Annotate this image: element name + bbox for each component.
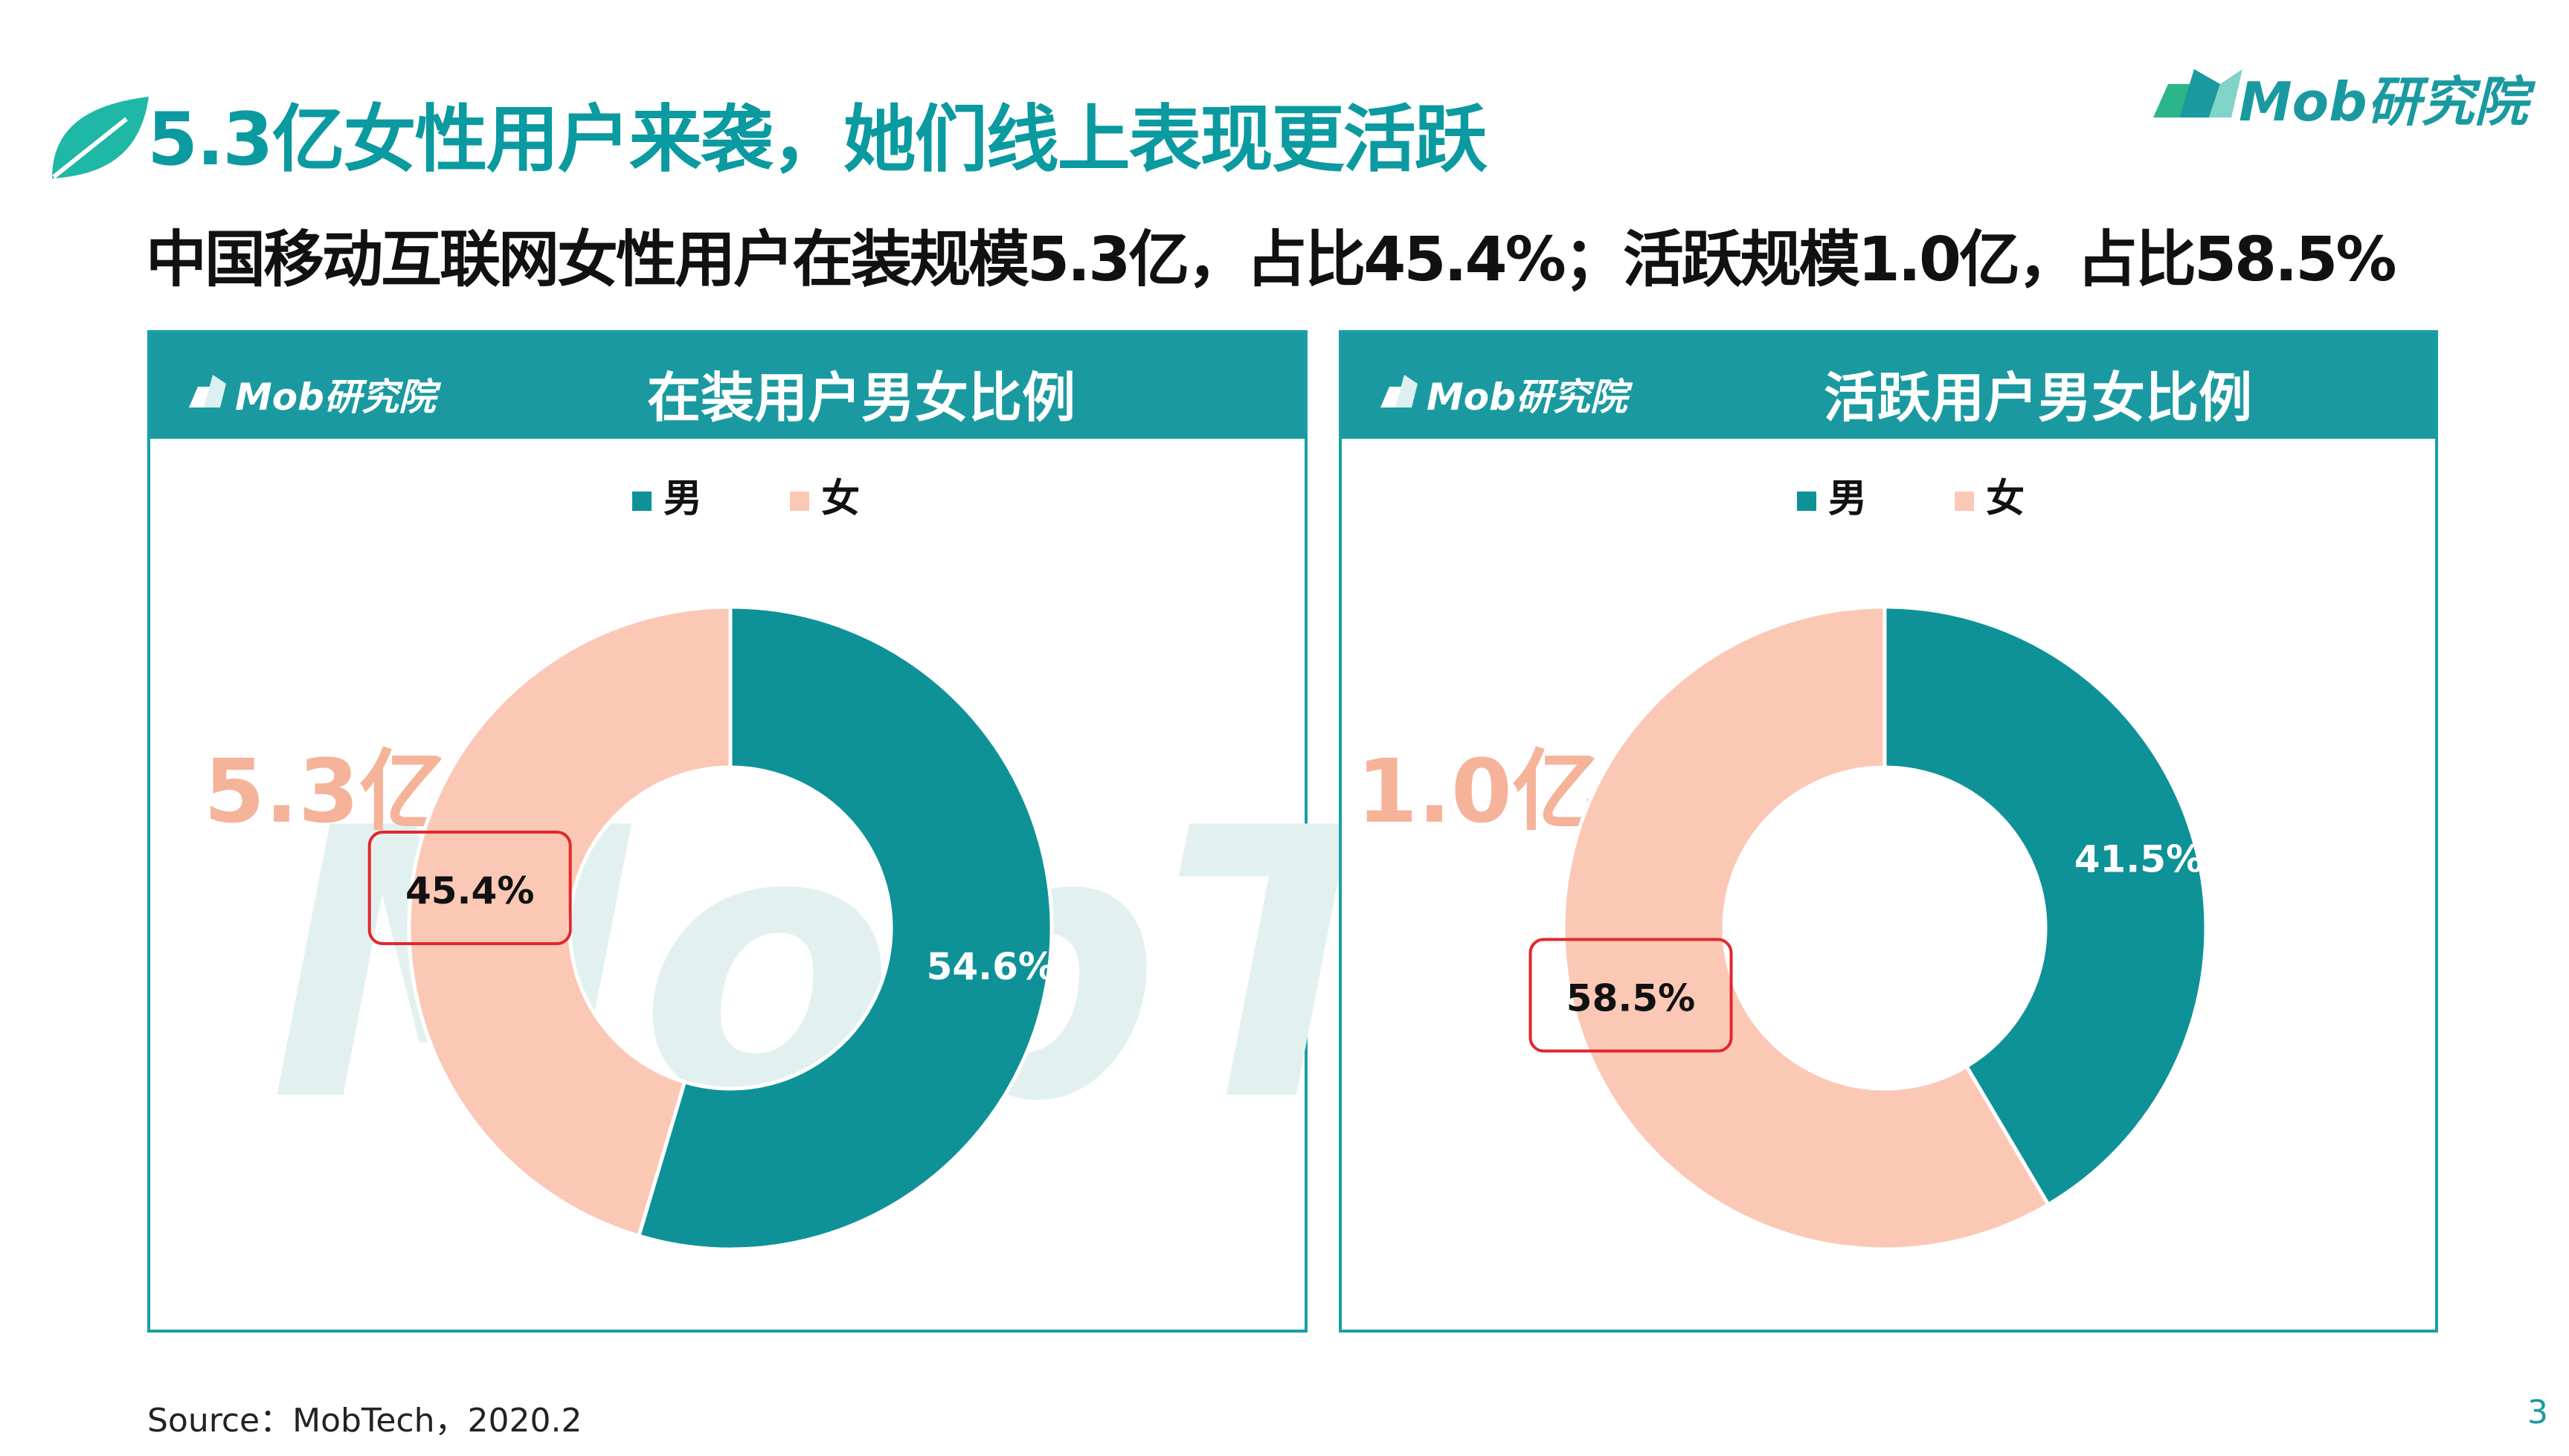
panel-brand-text: Mob研究院	[235, 376, 436, 419]
source-note: Source：MobTech，2020.2	[147, 1402, 582, 1440]
legend-label-male: 男	[663, 477, 703, 521]
legend-item-male: 男	[1797, 467, 1867, 523]
legend-swatch-male	[632, 492, 652, 511]
legend-label-female: 女	[821, 477, 861, 521]
brand-logo: Mob研究院	[2150, 43, 2536, 133]
page-title: 5.3亿女性用户来袭，她们线上表现更活跃	[147, 97, 1488, 182]
chart-panel-active: Mob研究院 活跃用户男女比例 男 女 1.0亿 41.5% 58.5%	[1339, 330, 2438, 1333]
chart-panel-installed: Mob研究院 在装用户男女比例 MobTech 男 女 5.3亿 54.6% 45…	[147, 330, 2104, 1333]
legend-swatch-male	[1797, 492, 1816, 511]
donut-slice-female	[1561, 605, 2051, 1252]
leaf-icon	[52, 97, 149, 179]
brand-logo-icon	[2153, 69, 2242, 117]
donut-slice-male	[1882, 605, 2208, 1208]
data-label-female: 45.4%	[405, 869, 534, 912]
panel-brand-icon	[189, 375, 226, 408]
panel-brand-logo: Mob研究院	[1379, 361, 1632, 421]
legend-item-female: 女	[790, 467, 860, 523]
data-label-male: 41.5%	[2074, 838, 2203, 881]
legend-item-male: 男	[632, 467, 702, 523]
panel-brand-text: Mob研究院	[1427, 376, 1627, 419]
donut-slice-male	[636, 605, 1054, 1252]
total-label: 5.3亿	[204, 740, 448, 843]
chart-title: 活跃用户男女比例	[1824, 367, 2253, 429]
page-number: 3	[2527, 1394, 2548, 1431]
data-label-female: 58.5%	[1566, 976, 1695, 1019]
legend-swatch-female	[790, 492, 810, 511]
total-label: 1.0亿	[1357, 740, 1601, 843]
chart-title: 在装用户男女比例	[647, 367, 1076, 429]
legend-label-male: 男	[1828, 477, 1868, 521]
legend-label-female: 女	[1986, 477, 2025, 521]
highlight-box	[367, 831, 572, 946]
brand-logo-text: Mob研究院	[2239, 71, 2528, 133]
chart-legend: 男 女	[632, 467, 934, 523]
highlight-box	[1528, 938, 1733, 1053]
panel-brand-icon	[1380, 375, 1418, 408]
panel-header: Mob研究院 活跃用户男女比例	[1342, 333, 2435, 439]
chart-legend: 男 女	[1797, 467, 2099, 523]
donut-chart: 54.6% 45.4%	[367, 605, 1055, 1252]
subtitle: 中国移动互联网女性用户在装规模5.3亿，占比45.4%；活跃规模1.0亿，占比5…	[146, 225, 2396, 295]
legend-item-female: 女	[1955, 467, 2025, 523]
donut-chart: 41.5% 58.5%	[1528, 605, 2208, 1252]
panel-brand-logo: Mob研究院	[187, 361, 440, 421]
data-label-male: 54.6%	[927, 945, 1055, 988]
legend-swatch-female	[1955, 492, 1975, 511]
panel-header: Mob研究院 在装用户男女比例	[150, 333, 1305, 439]
